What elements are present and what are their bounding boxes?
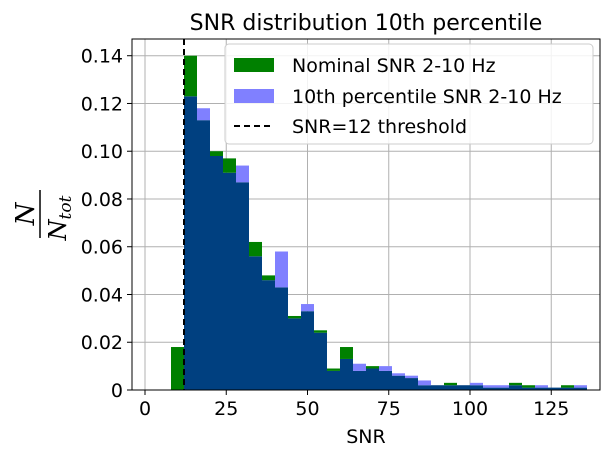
bar-overlap [249, 256, 262, 390]
bar-nominal [210, 151, 223, 156]
bar-overlap [431, 385, 444, 390]
y-tick-label: 0.04 [81, 284, 123, 306]
x-tick-label: 50 [295, 398, 319, 420]
bar-nominal [509, 382, 522, 386]
bar-overlap [522, 387, 535, 390]
bar-nominal [171, 347, 184, 390]
x-tick-label: 100 [452, 398, 488, 420]
histogram-bars [171, 55, 587, 391]
legend-label-nominal: Nominal SNR 2-10 Hz [292, 55, 496, 77]
bar-nominal [327, 368, 340, 371]
x-axis-label: SNR [346, 426, 385, 448]
bar-nominal [223, 158, 236, 173]
bar-overlap [392, 375, 405, 390]
bar-overlap [561, 387, 574, 390]
bar-nominal [522, 385, 535, 388]
bar-10th-percentile [236, 165, 249, 183]
bar-10th-percentile [483, 385, 496, 388]
bar-overlap [483, 387, 496, 390]
bar-10th-percentile [405, 375, 418, 379]
y-tick-label: 0.12 [81, 93, 123, 115]
bar-10th-percentile [496, 385, 509, 388]
bar-overlap [340, 358, 353, 390]
bar-10th-percentile [574, 385, 587, 388]
x-tick-label: 125 [533, 398, 569, 420]
bar-nominal [366, 366, 379, 369]
y-label-denominator: Ntot [44, 195, 76, 241]
y-label-denominator-main: N [44, 218, 72, 241]
bar-overlap [366, 368, 379, 390]
bar-10th-percentile [535, 385, 548, 388]
bar-overlap [470, 385, 483, 390]
y-axis-label: N Ntot [11, 190, 76, 241]
bar-overlap [496, 387, 509, 390]
bar-overlap [444, 385, 457, 390]
bar-overlap [288, 318, 301, 390]
bar-overlap [353, 370, 366, 390]
bar-overlap [548, 387, 561, 390]
bar-nominal [314, 330, 327, 333]
chart-title: SNR distribution 10th percentile [190, 11, 543, 36]
bar-nominal [288, 315, 301, 319]
bar-overlap [301, 311, 314, 390]
bar-10th-percentile [197, 108, 210, 121]
y-label-numerator: N [11, 201, 41, 226]
y-axis-ticks: 0 0.02 0.04 0.06 0.08 0.10 0.12 0.14 [81, 46, 132, 402]
bar-overlap [405, 378, 418, 390]
bar-nominal [249, 241, 262, 257]
bar-overlap [535, 387, 548, 390]
bar-10th-percentile [418, 380, 431, 386]
bar-10th-percentile [392, 373, 405, 376]
y-tick-label: 0.08 [81, 189, 123, 211]
plot-frame [131, 38, 601, 391]
legend-box [224, 43, 594, 145]
legend-swatch-nominal [234, 58, 274, 72]
bar-10th-percentile [353, 363, 366, 371]
bar-overlap [379, 370, 392, 390]
bar-overlap [314, 332, 327, 390]
bar-overlap [327, 370, 340, 390]
legend: Nominal SNR 2-10 Hz 10th percentile SNR … [224, 43, 594, 145]
bar-10th-percentile [470, 382, 483, 386]
legend-label-10th-percentile: 10th percentile SNR 2-10 Hz [292, 86, 562, 108]
y-tick-label: 0.06 [81, 237, 123, 259]
legend-swatch-10th-percentile [234, 89, 274, 103]
bar-10th-percentile [275, 251, 288, 288]
bar-overlap [223, 172, 236, 390]
bar-10th-percentile [379, 366, 392, 371]
bar-overlap [184, 96, 197, 390]
bar-nominal [444, 382, 457, 386]
y-tick-label: 0.10 [81, 141, 123, 163]
x-tick-label: 0 [139, 398, 151, 420]
bar-overlap [262, 280, 275, 390]
y-tick-label: 0.14 [81, 46, 123, 68]
bar-10th-percentile [301, 304, 314, 312]
y-tick-label: 0.02 [81, 332, 123, 354]
x-axis-ticks: 0 25 50 75 100 125 [139, 390, 569, 420]
bar-overlap [457, 385, 470, 390]
x-tick-label: 25 [214, 398, 238, 420]
bar-nominal [561, 385, 574, 388]
bar-nominal [262, 275, 275, 281]
bar-nominal [340, 347, 353, 359]
y-label-denominator-subscript: tot [56, 195, 76, 219]
legend-label-threshold: SNR=12 threshold [292, 116, 467, 138]
bar-overlap [509, 385, 522, 390]
bar-overlap [275, 287, 288, 390]
bar-overlap [210, 156, 223, 390]
bar-overlap [236, 182, 249, 390]
bar-overlap [574, 387, 587, 390]
bar-overlap [197, 120, 210, 391]
y-tick-label: 0 [111, 380, 123, 402]
x-tick-label: 75 [377, 398, 401, 420]
bar-nominal [184, 55, 197, 97]
bar-overlap [418, 385, 431, 390]
